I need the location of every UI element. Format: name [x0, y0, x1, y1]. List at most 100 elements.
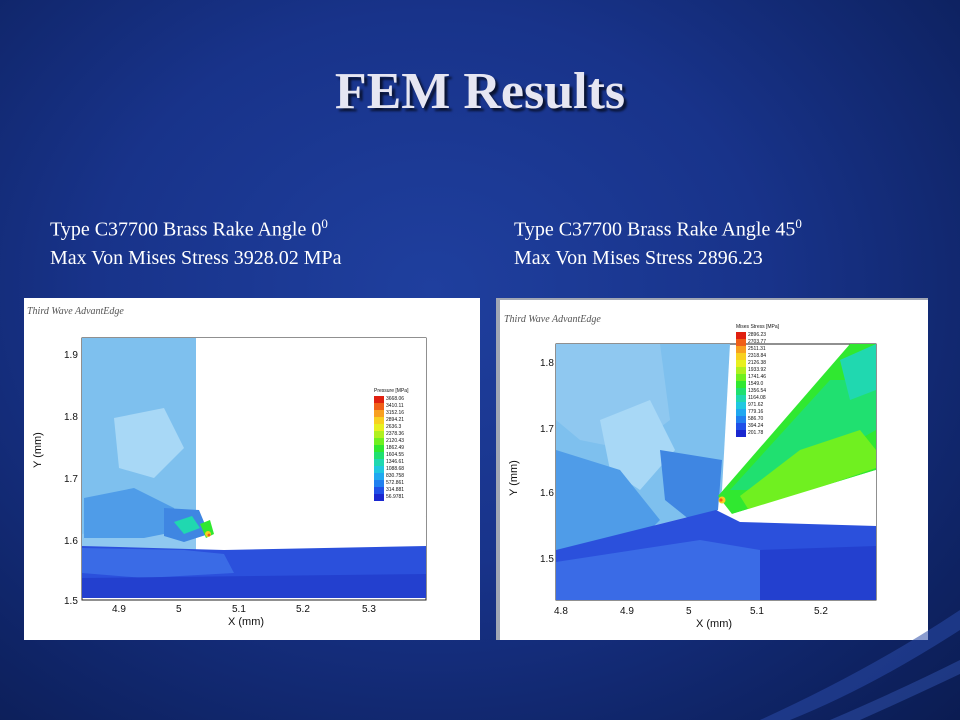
- left-fem-plot: Third Wave AdvantEdge 1.9 1.8 1.7 1.6 1.…: [24, 298, 480, 640]
- right-y-tick: 1.6: [540, 488, 554, 499]
- left-legend-value: 830.758: [386, 473, 405, 479]
- left-caption-line1: Type C37700 Brass Rake Angle 0: [50, 218, 322, 241]
- right-caption-line2: Max Von Mises Stress 2896.23: [514, 246, 763, 269]
- left-legend-swatch: [374, 417, 384, 424]
- right-legend-value: 1933.92: [748, 367, 767, 373]
- left-x-tick: 5.1: [232, 604, 246, 615]
- right-contour-field: [555, 343, 877, 601]
- right-caption-line1: Type C37700 Brass Rake Angle 45: [514, 218, 796, 241]
- left-legend-swatch: [374, 445, 384, 452]
- left-legend-swatch: [374, 494, 384, 501]
- left-legend-swatch: [374, 473, 384, 480]
- left-legend-swatch: [374, 410, 384, 417]
- right-legend-value: 1164.08: [748, 395, 766, 401]
- left-legend-swatch: [374, 396, 384, 403]
- right-legend-value: 586.70: [748, 416, 764, 422]
- right-x-axis-label: X (mm): [696, 618, 733, 630]
- right-x-tick: 5: [686, 606, 692, 617]
- left-legend-value: 3668.06: [386, 396, 405, 402]
- left-x-tick: 5.3: [362, 604, 376, 615]
- right-legend-swatch: [736, 339, 746, 346]
- left-caption-line2: Max Von Mises Stress 3928.02 MPa: [50, 246, 342, 269]
- right-legend-value: 779.16: [748, 409, 764, 415]
- left-legend-value: 1346.61: [386, 459, 405, 465]
- left-legend-value: 1088.68: [386, 466, 405, 472]
- slide-title: FEM Results: [334, 63, 626, 120]
- right-legend-swatch: [736, 430, 746, 437]
- right-legend-value: 2703.77: [748, 339, 767, 345]
- right-legend-swatch: [736, 381, 746, 388]
- right-y-tick: 1.7: [540, 424, 554, 435]
- right-legend-value: 1741.46: [748, 374, 767, 380]
- right-legend-value: 971.62: [748, 402, 764, 408]
- left-y-tick: 1.6: [64, 536, 78, 547]
- right-legend-swatch: [736, 332, 746, 339]
- right-caption-superscript: 0: [795, 216, 802, 231]
- right-x-tick: 5.1: [750, 606, 764, 617]
- left-legend-value: 2120.43: [386, 438, 405, 444]
- left-y-tick: 1.9: [64, 350, 78, 361]
- right-legend-value: 2896.23: [748, 332, 767, 338]
- left-watermark: Third Wave AdvantEdge: [27, 306, 124, 317]
- right-legend-swatch: [736, 367, 746, 374]
- right-legend-swatch: [736, 346, 746, 353]
- right-legend-title: Mises Stress [MPa]: [736, 324, 780, 330]
- right-watermark: Third Wave AdvantEdge: [504, 314, 601, 325]
- left-x-axis-label: X (mm): [228, 616, 265, 628]
- left-legend-value: 56.9781: [386, 494, 405, 500]
- left-legend-swatch: [374, 480, 384, 487]
- right-legend-swatch: [736, 402, 746, 409]
- left-y-axis-label: Y (mm): [32, 432, 44, 468]
- left-legend-value: 572.861: [386, 480, 405, 486]
- left-legend-swatch: [374, 424, 384, 431]
- left-legend-swatch: [374, 438, 384, 445]
- right-y-axis-label: Y (mm): [508, 460, 520, 496]
- right-legend-value: 2126.38: [748, 360, 767, 366]
- left-legend-value: 2636.3: [386, 424, 402, 430]
- left-legend-swatch: [374, 466, 384, 473]
- left-x-tick: 4.9: [112, 604, 126, 615]
- left-legend-value: 3152.16: [386, 410, 405, 416]
- right-legend-swatch: [736, 416, 746, 423]
- left-legend-title: Pressure [MPa]: [374, 388, 409, 394]
- right-legend-value: 2511.31: [748, 346, 766, 352]
- left-legend-swatch: [374, 431, 384, 438]
- left-contour-field: [81, 337, 427, 601]
- right-legend-swatch: [736, 374, 746, 381]
- left-legend-swatch: [374, 487, 384, 494]
- right-legend-swatch: [736, 423, 746, 430]
- left-legend-swatch: [374, 403, 384, 410]
- right-legend-swatch: [736, 360, 746, 367]
- right-legend-value: 2318.84: [748, 353, 767, 359]
- left-x-tick: 5: [176, 604, 182, 615]
- right-y-tick: 1.5: [540, 554, 554, 565]
- right-legend-value: 394.24: [748, 423, 764, 429]
- left-y-tick: 1.8: [64, 412, 78, 423]
- left-legend-value: 2894.21: [386, 417, 405, 423]
- right-x-tick: 4.9: [620, 606, 634, 617]
- right-x-tick: 5.2: [814, 606, 828, 617]
- left-legend-value: 1604.55: [386, 452, 405, 458]
- left-y-tick: 1.5: [64, 596, 78, 607]
- left-legend-value: 3410.11: [386, 403, 404, 409]
- right-legend-swatch: [736, 395, 746, 402]
- left-legend-swatch: [374, 452, 384, 459]
- right-legend-swatch: [736, 409, 746, 416]
- right-x-tick: 4.8: [554, 606, 568, 617]
- right-caption: Type C37700 Brass Rake Angle 450 Max Von…: [514, 210, 802, 272]
- left-legend-value: 2378.36: [386, 431, 405, 437]
- right-legend-value: 201.78: [748, 430, 764, 436]
- right-y-tick: 1.8: [540, 358, 554, 369]
- left-legend-swatch: [374, 459, 384, 466]
- right-legend-swatch: [736, 388, 746, 395]
- left-legend-value: 314.881: [386, 487, 405, 493]
- left-caption-superscript: 0: [321, 216, 328, 231]
- left-x-tick: 5.2: [296, 604, 310, 615]
- right-legend-value: 1356.54: [748, 388, 767, 394]
- left-legend-value: 1862.49: [386, 445, 405, 451]
- right-legend-value: 1549.0: [748, 381, 764, 387]
- left-y-tick: 1.7: [64, 474, 78, 485]
- left-caption: Type C37700 Brass Rake Angle 00 Max Von …: [50, 210, 342, 272]
- right-fem-plot: Third Wave AdvantEdge 1.8 1.7 1.6 1.5 4.…: [496, 298, 928, 640]
- right-legend-swatch: [736, 353, 746, 360]
